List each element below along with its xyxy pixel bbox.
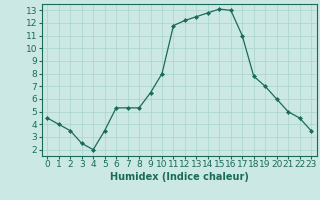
X-axis label: Humidex (Indice chaleur): Humidex (Indice chaleur)	[110, 172, 249, 182]
